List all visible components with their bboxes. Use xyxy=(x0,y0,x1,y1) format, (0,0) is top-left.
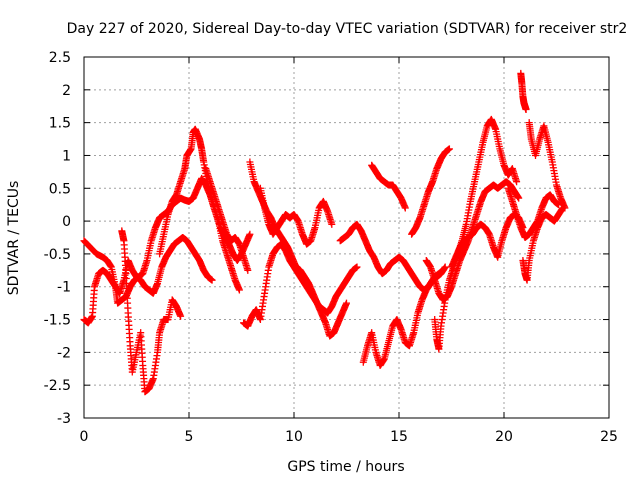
y-tick-label: 1.5 xyxy=(49,116,71,132)
series-arc-17 xyxy=(519,204,567,284)
data-point xyxy=(244,266,252,274)
data-marks xyxy=(80,69,569,396)
data-point xyxy=(401,204,409,212)
x-tick-label: 5 xyxy=(185,429,194,445)
y-tick-label: 0 xyxy=(62,214,71,230)
y-tick-label: 1 xyxy=(62,148,71,164)
data-point xyxy=(328,220,336,228)
x-tick-labels: 0 5 10 15 20 25 xyxy=(80,429,618,445)
x-tick-label: 10 xyxy=(285,429,303,445)
data-point xyxy=(235,286,243,294)
y-tick-label: -0.5 xyxy=(44,247,71,263)
series-arc-19 xyxy=(504,184,563,241)
series-arc-8 xyxy=(256,184,336,248)
series-arc-3 xyxy=(118,227,185,396)
data-point xyxy=(561,204,569,212)
series-arc-10 xyxy=(368,161,409,212)
data-point xyxy=(208,276,216,284)
axis-ticks xyxy=(83,56,610,419)
y-tick-label: -1 xyxy=(57,280,71,296)
data-point xyxy=(439,266,447,274)
y-tick-label: 2 xyxy=(62,83,71,99)
y-tick-label: -1.5 xyxy=(44,313,71,329)
data-point xyxy=(515,194,523,202)
y-tick-label: 0.5 xyxy=(49,181,71,197)
data-point xyxy=(555,201,563,209)
data-point xyxy=(343,299,350,307)
y-tick-label: 2.5 xyxy=(49,50,71,66)
chart-title: Day 227 of 2020, Sidereal Day-to-day VTE… xyxy=(67,21,628,37)
series-arc-12 xyxy=(408,145,453,238)
series-arc-4 xyxy=(156,125,254,264)
x-tick-label: 25 xyxy=(600,429,618,445)
data-point xyxy=(177,312,185,320)
series-arc-7 xyxy=(202,165,252,274)
data-point xyxy=(445,145,453,153)
y-tick-label: -3 xyxy=(57,411,71,427)
y-tick-label: -2.5 xyxy=(44,378,71,394)
y-axis-label: SDTVAR / TECUs xyxy=(6,181,22,296)
series-arc-18 xyxy=(525,119,569,212)
x-tick-label: 0 xyxy=(80,429,89,445)
y-tick-label: -2 xyxy=(57,345,71,361)
data-point xyxy=(513,178,521,186)
x-tick-label: 20 xyxy=(495,429,513,445)
series-arc-11 xyxy=(359,266,447,369)
x-tick-label: 15 xyxy=(390,429,408,445)
data-point xyxy=(353,263,361,271)
y-tick-labels: -3 -2.5 -2 -1.5 -1 -0.5 0 0.5 1 1.5 2 2.5 xyxy=(44,50,71,427)
series-arc-2 xyxy=(80,234,216,327)
series-arc-16 xyxy=(517,69,530,114)
x-axis-label: GPS time / hours xyxy=(287,459,404,475)
data-point xyxy=(522,106,530,114)
data-point xyxy=(246,230,254,238)
